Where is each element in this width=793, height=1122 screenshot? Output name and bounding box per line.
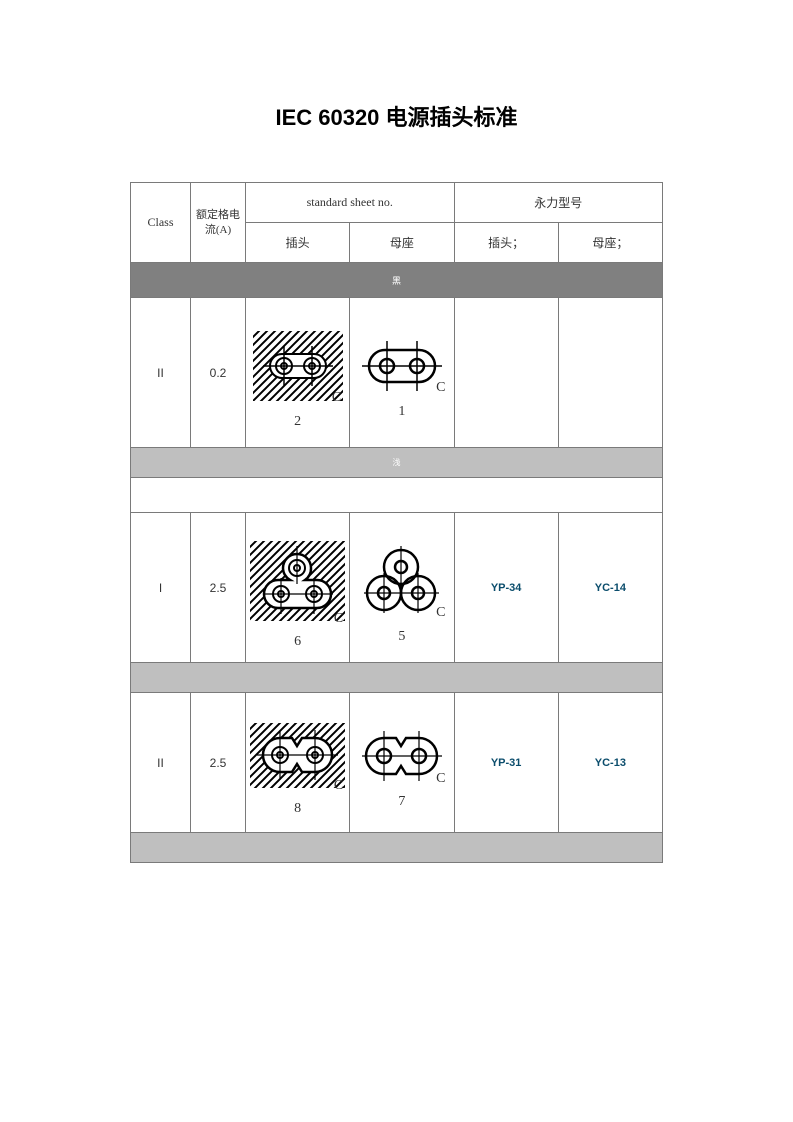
hdr-yongli: 永力型号 — [454, 183, 663, 223]
fig-num: 8 — [294, 801, 301, 817]
hdr-plug-model: 插头； — [454, 223, 558, 263]
cell-plug-model: YP-34 — [454, 513, 558, 663]
sep-dark-cell: 黑 — [131, 263, 663, 298]
cell-socket-model — [558, 298, 662, 448]
fig-num: 7 — [398, 794, 405, 810]
hdr-socket-model: 母座； — [558, 223, 662, 263]
cell-class: II — [131, 693, 191, 833]
separator-dark: 黑 — [131, 263, 663, 298]
hdr-current: 额定格电 流(A) — [191, 183, 246, 263]
cell-plug-fig: C 2 — [246, 298, 350, 448]
hdr-class: Class — [131, 183, 191, 263]
cell-socket-fig: C 1 — [350, 298, 454, 448]
sep-light-cell — [131, 663, 663, 693]
separator-white — [131, 478, 663, 513]
c-label: C — [436, 771, 445, 787]
cell-current: 2.5 — [191, 513, 246, 663]
page-title: IEC 60320 电源插头标准 — [130, 100, 663, 132]
connector-socket-icon — [357, 336, 447, 396]
table-row: II 0.2 — [131, 298, 663, 448]
c-label: C — [334, 611, 343, 627]
header-row-1: Class 额定格电 流(A) standard sheet no. 永力型号 — [131, 183, 663, 223]
sep-white-cell — [131, 478, 663, 513]
sep-light-cell — [131, 833, 663, 863]
cell-plug-fig: C 6 — [246, 513, 350, 663]
table-row: II 2.5 C 8 — [131, 693, 663, 833]
cell-socket-fig: C 7 — [350, 693, 454, 833]
cell-current: 2.5 — [191, 693, 246, 833]
separator-light — [131, 833, 663, 863]
separator-light — [131, 663, 663, 693]
cell-socket-model: YC-13 — [558, 693, 662, 833]
connector-socket-icon — [354, 541, 449, 621]
c-label: C — [436, 380, 445, 396]
separator-light: 浅 — [131, 448, 663, 478]
fig-num: 5 — [398, 629, 405, 645]
connector-socket-icon — [354, 726, 449, 786]
cell-plug-model: YP-31 — [454, 693, 558, 833]
connector-table: Class 额定格电 流(A) standard sheet no. 永力型号 … — [130, 182, 663, 863]
c-label: C — [332, 390, 341, 406]
cell-socket-fig: C 5 — [350, 513, 454, 663]
cell-class: II — [131, 298, 191, 448]
fig-num: 1 — [398, 404, 405, 420]
c-label: C — [334, 778, 343, 794]
fig-num: 6 — [294, 634, 301, 650]
cell-plug-model — [454, 298, 558, 448]
hdr-current-text: 额定格电 流(A) — [196, 209, 240, 235]
hdr-socket: 母座 — [350, 223, 454, 263]
page: IEC 60320 电源插头标准 Class 额定格电 流(A) standar… — [0, 0, 793, 943]
table-row: I 2.5 — [131, 513, 663, 663]
fig-num: 2 — [294, 414, 301, 430]
cell-socket-model: YC-14 — [558, 513, 662, 663]
cell-current: 0.2 — [191, 298, 246, 448]
hdr-std-sheet: standard sheet no. — [246, 183, 455, 223]
cell-class: I — [131, 513, 191, 663]
c-label: C — [436, 605, 445, 621]
sep-light-cell: 浅 — [131, 448, 663, 478]
cell-plug-fig: C 8 — [246, 693, 350, 833]
hdr-plug: 插头 — [246, 223, 350, 263]
